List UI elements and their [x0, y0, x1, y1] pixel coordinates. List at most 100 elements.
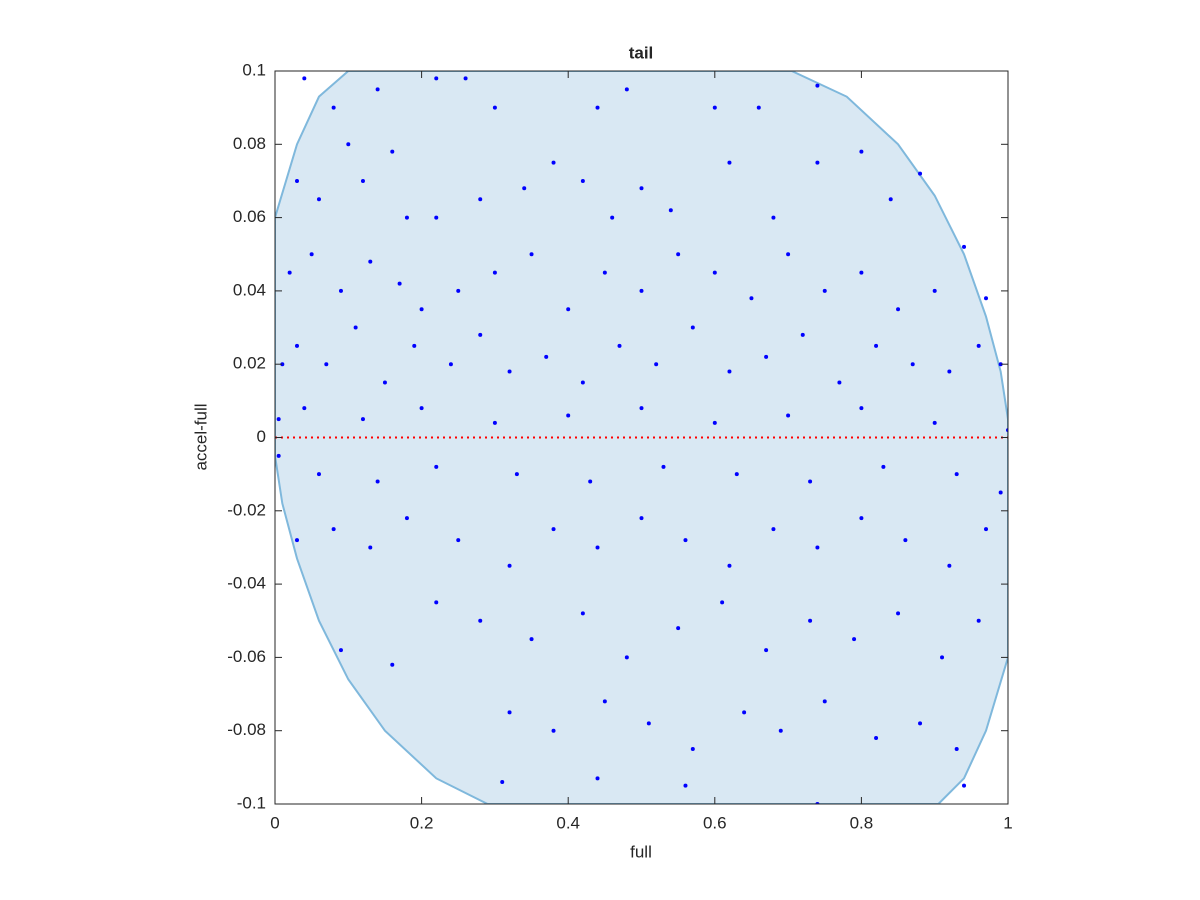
x-axis-label: full — [630, 842, 652, 861]
point — [595, 776, 600, 781]
point — [595, 545, 600, 550]
point — [602, 270, 607, 275]
point — [654, 362, 659, 367]
point — [712, 420, 717, 425]
point — [478, 197, 483, 202]
point — [529, 252, 534, 257]
point — [360, 417, 365, 422]
y-tick-label: -0.02 — [227, 500, 266, 519]
y-tick-label: 0.06 — [233, 207, 266, 226]
y-tick-label: 0.04 — [233, 280, 266, 299]
point — [507, 710, 512, 715]
point — [492, 420, 497, 425]
point — [932, 288, 937, 293]
x-tick-label: 0.4 — [556, 813, 580, 832]
point — [419, 406, 424, 411]
point — [580, 178, 585, 183]
plot-area — [275, 71, 1008, 804]
point — [881, 464, 886, 469]
point — [404, 516, 409, 521]
point — [434, 464, 439, 469]
point — [976, 343, 981, 348]
point — [771, 215, 776, 220]
point — [529, 637, 534, 642]
point — [888, 197, 893, 202]
point — [712, 270, 717, 275]
y-tick-label: 0.02 — [233, 354, 266, 373]
y-tick-label: 0.1 — [242, 60, 266, 79]
point — [316, 472, 321, 477]
point — [492, 270, 497, 275]
point — [822, 288, 827, 293]
point — [544, 354, 549, 359]
point — [580, 611, 585, 616]
point — [507, 563, 512, 568]
point — [331, 527, 336, 532]
point — [764, 354, 769, 359]
point — [896, 307, 901, 312]
point — [822, 699, 827, 704]
point — [595, 105, 600, 110]
axes: 0 0.2 0.4 0.6 0.8 1 -0.1 -0.08 -0.06 -0.04 -0.02 0 0… — [227, 60, 1012, 832]
point — [434, 76, 439, 81]
point — [346, 142, 351, 147]
point — [918, 721, 923, 726]
point — [932, 420, 937, 425]
point — [742, 710, 747, 715]
point — [287, 270, 292, 275]
point — [962, 783, 967, 788]
point — [551, 160, 556, 165]
point — [624, 87, 629, 92]
point — [294, 538, 299, 543]
point — [918, 171, 923, 176]
point — [324, 362, 329, 367]
x-tick-label: 0 — [270, 813, 279, 832]
point — [852, 637, 857, 642]
point — [815, 83, 820, 88]
point — [903, 538, 908, 543]
point — [566, 413, 571, 418]
point — [690, 747, 695, 752]
point — [954, 747, 959, 752]
point — [690, 325, 695, 330]
point — [294, 343, 299, 348]
point — [639, 288, 644, 293]
point — [764, 648, 769, 653]
point — [727, 369, 732, 374]
point — [507, 369, 512, 374]
point — [976, 618, 981, 623]
point — [859, 406, 864, 411]
y-axis-label: accel-full — [191, 403, 210, 470]
point — [859, 149, 864, 154]
point — [815, 160, 820, 165]
point — [602, 699, 607, 704]
point — [896, 611, 901, 616]
point — [404, 215, 409, 220]
point — [749, 296, 754, 301]
point — [683, 783, 688, 788]
point — [786, 413, 791, 418]
point — [727, 160, 732, 165]
point — [984, 296, 989, 301]
point — [646, 721, 651, 726]
point — [478, 618, 483, 623]
point — [771, 527, 776, 532]
y-tick-label: -0.08 — [227, 720, 266, 739]
point — [910, 362, 915, 367]
point — [382, 380, 387, 385]
point — [500, 780, 505, 785]
point — [276, 453, 281, 458]
point — [514, 472, 519, 477]
point — [397, 281, 402, 286]
point — [331, 105, 336, 110]
point — [668, 208, 673, 213]
point — [390, 662, 395, 667]
point — [390, 149, 395, 154]
point — [276, 417, 281, 422]
point — [639, 406, 644, 411]
point — [368, 545, 373, 550]
point — [624, 655, 629, 660]
point — [998, 490, 1003, 495]
point — [294, 178, 299, 183]
